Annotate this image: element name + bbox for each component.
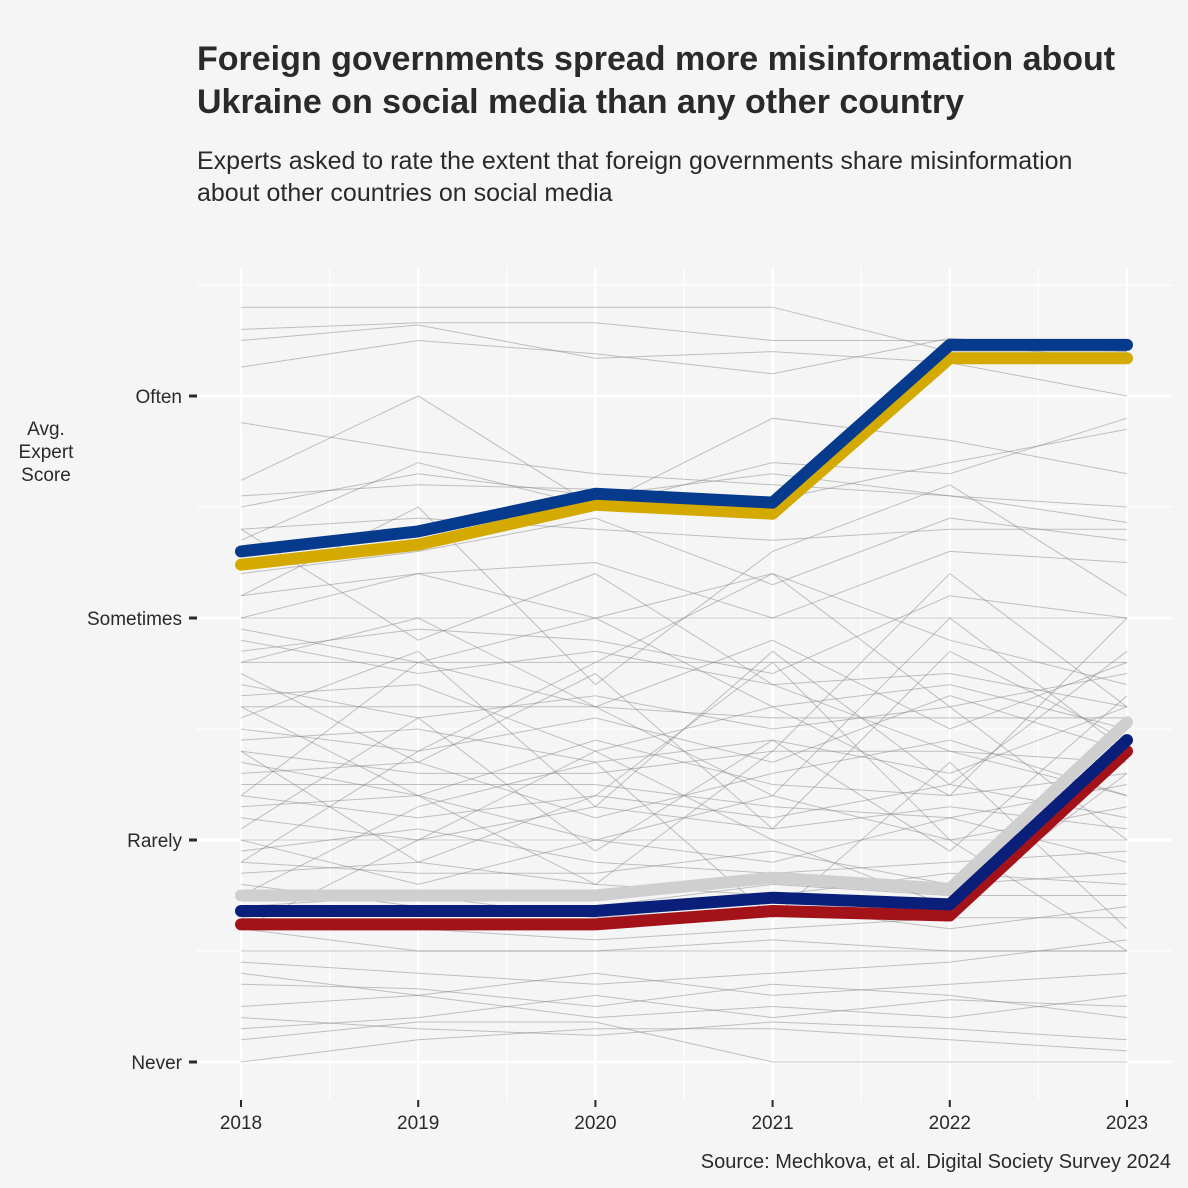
y-tick-label: Often (136, 387, 182, 408)
background-series-line (240, 972, 1128, 996)
background-series-line (240, 617, 1128, 797)
background-series-line (240, 650, 1128, 830)
background-series-line (240, 324, 1128, 397)
y-tick-label: Never (131, 1053, 182, 1074)
highlighted-series-line (235, 716, 1133, 902)
x-tick-label: 2023 (1106, 1113, 1148, 1134)
highlighted-series-line (235, 338, 1133, 558)
background-series-line (240, 517, 1128, 586)
x-tick-label: 2022 (929, 1113, 971, 1134)
background-series-line (240, 684, 1128, 752)
x-tick-label: 2018 (220, 1113, 262, 1134)
y-axis-title: Avg. Expert Score (18, 419, 74, 486)
background-series-line (240, 817, 1128, 885)
background-series-line (241, 306, 1127, 353)
background-series-line (240, 928, 1127, 952)
x-tick-label: 2021 (751, 1113, 793, 1134)
background-series-line (240, 628, 1128, 730)
background-series-line (240, 517, 1127, 541)
background-series-line (240, 673, 1128, 730)
background-series-line (240, 528, 1128, 797)
background-series-line (240, 417, 1128, 541)
background-series-line (240, 595, 1128, 675)
background-series-line (240, 695, 1128, 763)
background-series-line (240, 1017, 1128, 1041)
x-tick-label: 2019 (397, 1113, 439, 1134)
background-series-line (240, 739, 1128, 819)
background-series-line (240, 983, 1128, 1019)
source-caption: Source: Mechkova, et al. Digital Society… (700, 1151, 1171, 1173)
background-series-line (240, 750, 1128, 774)
background-series-line (240, 639, 1128, 708)
background-series-line (241, 706, 1127, 719)
highlighted-series-lines (235, 338, 1133, 931)
background-series-line (240, 573, 1128, 863)
background-series-line (240, 484, 1128, 686)
background-series-line (240, 994, 1128, 1019)
chart-title: Foreign governments spread more misinfor… (197, 40, 1116, 121)
background-series-line (240, 994, 1128, 1030)
background-series-line (241, 784, 1128, 819)
x-tick-label: 2020 (574, 1113, 616, 1134)
background-series-line (240, 572, 1128, 885)
grid-lines (197, 268, 1172, 1100)
background-series-line (240, 795, 1128, 841)
highlighted-series-line (235, 352, 1133, 571)
highlighted-series-line (235, 734, 1133, 917)
chart-subtitle: Experts asked to rate the extent that fo… (197, 147, 1073, 207)
background-series-line (240, 422, 1128, 508)
background-series-line (240, 783, 1128, 819)
background-series-line (240, 761, 1128, 930)
background-series-line (240, 650, 1128, 808)
background-series-line (240, 1028, 1128, 1063)
background-series-line (240, 806, 1128, 841)
y-axis: Never Rarely Sometimes Often (87, 387, 197, 1074)
x-axis: 2018 2019 2020 2021 2022 2023 (220, 1100, 1148, 1134)
background-series-line (240, 706, 1128, 774)
background-series-line (240, 939, 1128, 985)
background-series-line (240, 617, 1128, 797)
background-series-line (240, 695, 1128, 852)
background-series-line (240, 573, 1128, 686)
highlighted-series-line (235, 745, 1133, 931)
background-series-line (240, 473, 1128, 523)
background-series-line (240, 1021, 1127, 1063)
background-series-line (240, 739, 1128, 797)
background-series-line (240, 550, 1128, 619)
background-series-line (240, 395, 1128, 508)
y-tick-label: Sometimes (87, 609, 182, 630)
y-tick-label: Rarely (127, 831, 182, 852)
